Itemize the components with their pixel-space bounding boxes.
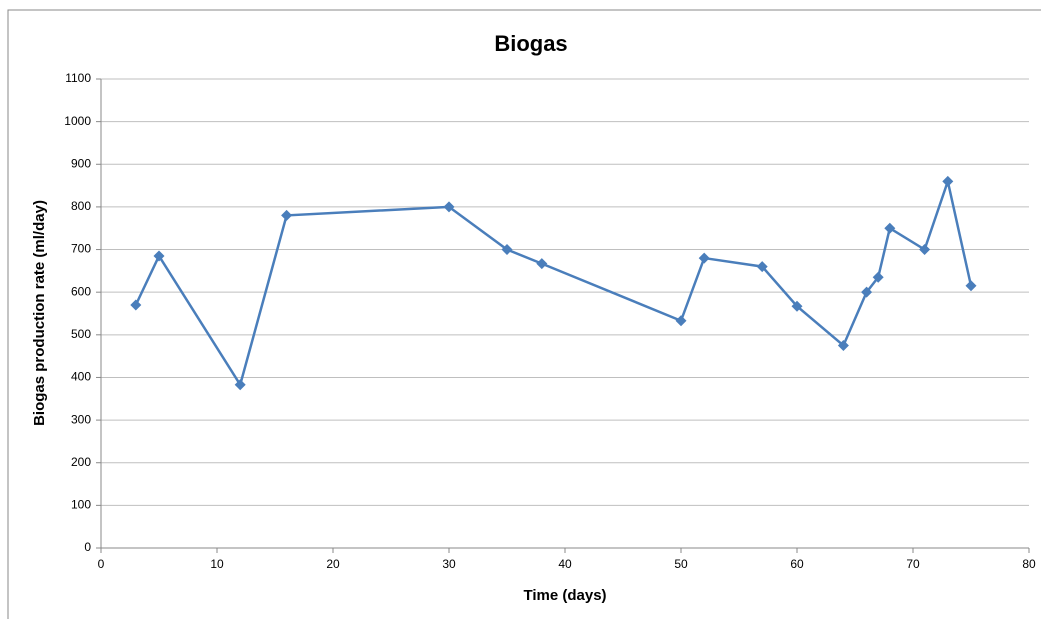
y-tick-label: 100 [71, 498, 91, 512]
y-tick-label: 200 [71, 455, 91, 469]
data-point [942, 175, 954, 187]
chart-frame [7, 9, 1041, 619]
data-point [965, 280, 977, 292]
x-tick-label: 40 [558, 557, 572, 571]
x-axis-label: Time (days) [523, 587, 606, 604]
x-tick-label: 70 [906, 557, 920, 571]
x-tick-label: 10 [210, 557, 224, 571]
data-point [756, 261, 768, 273]
y-axis-label: Biogas production rate (ml/day) [31, 200, 48, 426]
data-point [234, 379, 246, 391]
x-tick-label: 80 [1022, 557, 1036, 571]
data-point [281, 209, 293, 221]
data-point [675, 315, 687, 327]
chart-title: Biogas [494, 31, 567, 56]
y-tick-label: 1100 [65, 71, 91, 85]
data-point [153, 250, 165, 262]
data-point [791, 300, 803, 312]
x-tick-label: 30 [442, 557, 456, 571]
y-tick-label: 1000 [64, 114, 91, 128]
y-tick-label: 800 [71, 199, 91, 213]
x-tick-label: 50 [674, 557, 688, 571]
y-tick-label: 500 [71, 327, 91, 341]
y-tick-label: 700 [71, 242, 91, 256]
y-tick-label: 400 [71, 370, 91, 384]
data-point [501, 244, 513, 256]
data-point [698, 252, 710, 264]
data-point [130, 299, 142, 311]
series-line [134, 176, 973, 388]
data-point [919, 244, 931, 256]
data-point [884, 222, 896, 234]
data-point [536, 258, 548, 270]
y-tick-label: 300 [71, 412, 91, 426]
x-tick-label: 20 [326, 557, 340, 571]
x-tick-label: 0 [98, 557, 105, 571]
data-point [443, 201, 455, 213]
y-tick-label: 600 [71, 284, 91, 298]
y-tick-label: 0 [84, 540, 91, 554]
data-point [872, 271, 884, 283]
data-point [837, 339, 849, 351]
data-point [861, 286, 873, 298]
x-tick-label: 60 [790, 557, 804, 571]
y-tick-label: 900 [71, 156, 91, 170]
